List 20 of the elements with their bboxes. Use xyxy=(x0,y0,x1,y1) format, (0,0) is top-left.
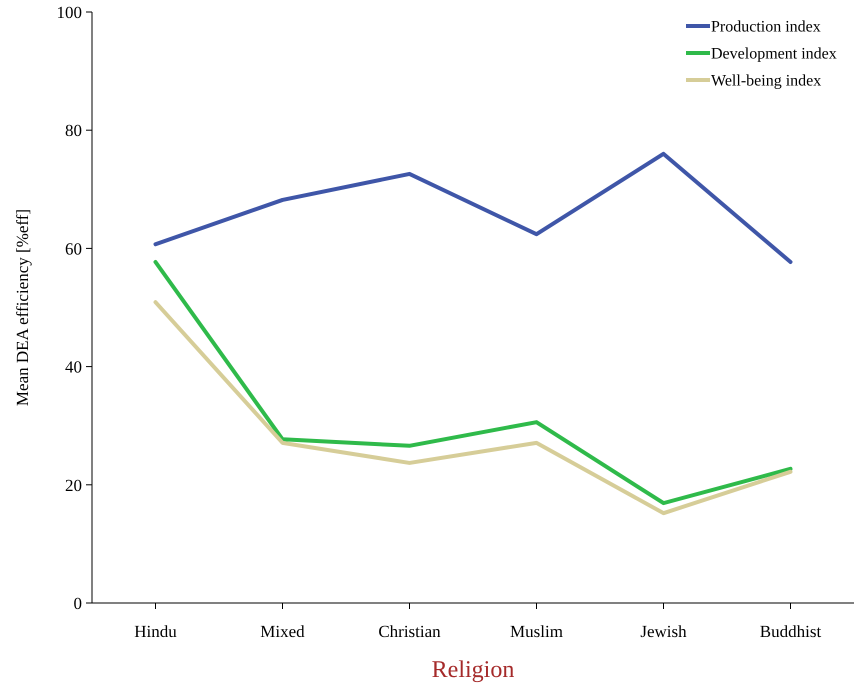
legend-label: Development index xyxy=(711,46,837,63)
y-axis-title: Mean DEA efficiency [%eff] xyxy=(13,208,32,406)
x-axis-title: Religion xyxy=(432,657,514,683)
x-tick-label: Mixed xyxy=(260,622,306,641)
line-series xyxy=(154,260,792,506)
x-tick-label: Hindu xyxy=(134,622,178,641)
y-tick-label: 60 xyxy=(65,239,82,258)
x-tick-label: Jewish xyxy=(640,622,688,641)
y-tick-label: 20 xyxy=(65,476,82,495)
x-tick-label: Muslim xyxy=(510,622,563,641)
line-series xyxy=(154,300,792,516)
y-tick-label: 0 xyxy=(74,594,82,613)
y-tick-label: 100 xyxy=(56,2,82,22)
x-tick-label: Buddhist xyxy=(760,622,822,641)
y-tick-label: 40 xyxy=(65,358,82,377)
legend-label: Production index xyxy=(711,18,821,36)
y-tick-label: 80 xyxy=(65,121,82,140)
legend-label: Well-being index xyxy=(711,72,822,90)
x-tick-label: Christian xyxy=(378,622,442,641)
line-series xyxy=(154,152,792,264)
